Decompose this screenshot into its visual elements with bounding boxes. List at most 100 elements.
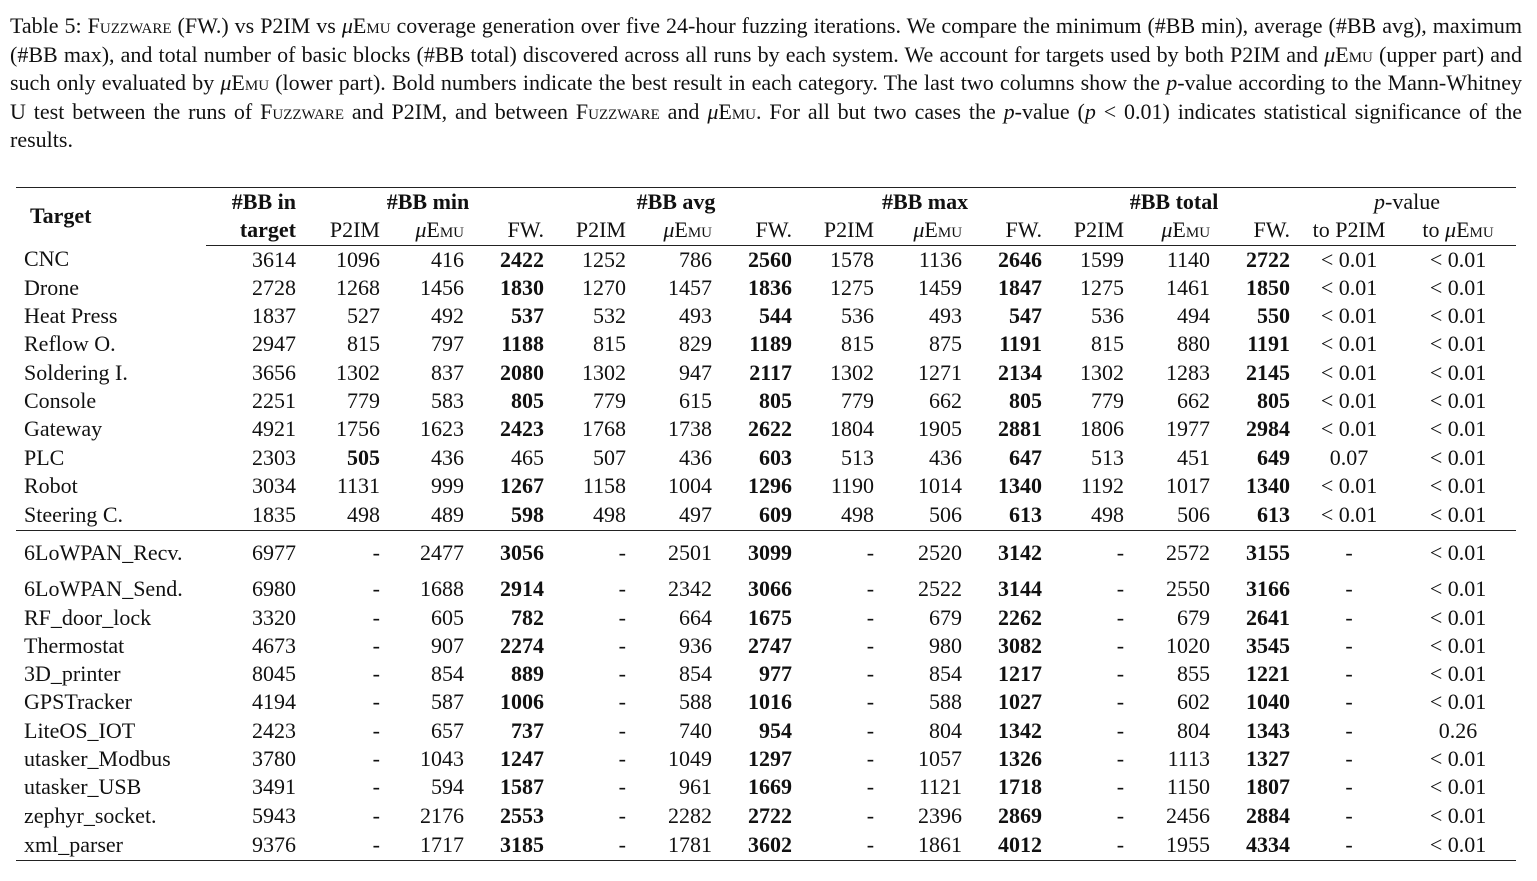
cell-value: - bbox=[866, 774, 875, 800]
cell-value: 805 bbox=[1257, 388, 1291, 414]
cell-value: - bbox=[1116, 774, 1125, 800]
cell-value: 2550 bbox=[1166, 576, 1211, 602]
cell-value: - bbox=[618, 746, 626, 772]
cell-value: 977 bbox=[759, 661, 793, 687]
cell-p-to-p2im: < 0.01 bbox=[1320, 472, 1378, 498]
header-p-value: p-value bbox=[1298, 187, 1517, 217]
cell-value: 2869 bbox=[998, 802, 1043, 828]
cell-value: 875 bbox=[929, 331, 963, 357]
cell-value: 1861 bbox=[882, 829, 971, 861]
cell-value: 1121 bbox=[918, 774, 963, 800]
table-row: LiteOS_IOT 2423 - 657 737 - 740 954 - 804 1342 - 804… bbox=[16, 717, 1516, 745]
cell-value: 4012 bbox=[970, 829, 1051, 861]
cell-value: 954 bbox=[759, 717, 793, 743]
cell-value: 779 bbox=[841, 388, 875, 414]
cell-value: 1781 bbox=[634, 829, 720, 861]
cell-p-to-emu: < 0.01 bbox=[1400, 829, 1517, 861]
cell-value: - bbox=[372, 661, 380, 687]
cell-value: - bbox=[1050, 829, 1133, 861]
cell-value: 506 bbox=[1132, 500, 1219, 532]
cell-p-to-emu: < 0.01 bbox=[1400, 500, 1517, 532]
cell-value: 3602 bbox=[720, 829, 801, 861]
cell-value: 507 bbox=[593, 444, 626, 470]
cell-value: 3545 bbox=[1246, 632, 1291, 658]
cell-value: 3166 bbox=[1246, 576, 1291, 602]
cell-p-to-p2im: - bbox=[1345, 689, 1353, 715]
emu-name: Emu bbox=[718, 98, 756, 124]
cell-value: 2722 bbox=[748, 802, 793, 828]
cell-p-to-emu: < 0.01 bbox=[1429, 774, 1487, 800]
cell-value: 1191 bbox=[1247, 331, 1291, 357]
mu-symbol: μ bbox=[1324, 41, 1336, 67]
cell-p-to-p2im: < 0.01 bbox=[1320, 416, 1378, 442]
cell-value: - bbox=[1116, 746, 1125, 772]
header-bb-min: #BB min bbox=[304, 187, 552, 217]
cell-value: 1049 bbox=[668, 746, 712, 772]
cell-value: 1057 bbox=[918, 746, 963, 772]
header-bb-max: #BB max bbox=[800, 187, 1051, 217]
cell-value: 1267 bbox=[500, 472, 544, 498]
cell-value: 613 bbox=[1218, 500, 1299, 532]
mu-symbol: μ bbox=[707, 98, 719, 124]
cell-value: 609 bbox=[720, 500, 801, 532]
cell-target: 3D_printer bbox=[24, 661, 121, 687]
fuzzware-name: Fuzzware bbox=[260, 98, 345, 124]
cell-p-to-emu: < 0.01 bbox=[1429, 303, 1487, 329]
cell-value: 737 bbox=[511, 717, 544, 743]
cell-p-to-p2im: < 0.01 bbox=[1320, 246, 1378, 272]
cell-target: PLC bbox=[24, 444, 65, 470]
cell-bb-in-target: 3614 bbox=[252, 246, 296, 272]
table-caption: Table 5: Fuzzware (FW.) vs P2IM vs μEmu … bbox=[10, 12, 1522, 155]
cell-bb-in-target: 4673 bbox=[252, 632, 296, 658]
cell-value: 465 bbox=[511, 444, 544, 470]
cell-value: - bbox=[618, 661, 626, 687]
cell-value: 436 bbox=[929, 444, 963, 470]
cell-value: 2641 bbox=[1246, 604, 1291, 630]
cell-value: 1669 bbox=[748, 774, 793, 800]
cell-p-to-emu: < 0.01 bbox=[1429, 246, 1487, 272]
cell-value: 505 bbox=[347, 444, 380, 470]
cell-value: 662 bbox=[929, 388, 963, 414]
cell-value: 2646 bbox=[998, 246, 1043, 272]
cell-value: 1252 bbox=[582, 246, 626, 272]
cell-value: 1342 bbox=[998, 717, 1043, 743]
cell-p-to-p2im: - bbox=[1345, 632, 1353, 658]
cell-value: 1271 bbox=[918, 359, 963, 385]
cell-value: 532 bbox=[593, 303, 626, 329]
cell-target: Drone bbox=[24, 274, 79, 300]
cell-value: 1217 bbox=[998, 661, 1043, 687]
cell-value: - bbox=[618, 540, 626, 566]
cell-value: 1017 bbox=[1166, 472, 1211, 498]
cell-p-to-p2im: - bbox=[1345, 604, 1353, 630]
cell-value: 583 bbox=[431, 388, 464, 414]
cell-value: 2984 bbox=[1246, 416, 1291, 442]
cell-target: Thermostat bbox=[24, 632, 125, 658]
cell-value: - bbox=[1116, 576, 1125, 602]
cell-bb-in-target: 9376 bbox=[206, 829, 304, 861]
table-row: Reflow O. 2947 815 797 1188 815 829 1189 815 875 1… bbox=[16, 330, 1516, 358]
emu-name: Emu bbox=[352, 13, 391, 38]
cell-value: 536 bbox=[841, 303, 875, 329]
cell-value: 615 bbox=[679, 388, 712, 414]
cell-value: 797 bbox=[431, 331, 464, 357]
cell-value: 3056 bbox=[500, 540, 544, 566]
cell-bb-in-target: 8045 bbox=[252, 661, 296, 687]
cell-value: 1977 bbox=[1166, 416, 1211, 442]
cell-target: utasker_USB bbox=[24, 774, 142, 800]
subheader-fw: FW. bbox=[472, 216, 552, 246]
cell-value: 2881 bbox=[998, 416, 1043, 442]
cell-value: 1270 bbox=[582, 274, 626, 300]
subheader-p2im: P2IM bbox=[800, 216, 883, 246]
cell-value: 1020 bbox=[1166, 632, 1211, 658]
cell-value: 804 bbox=[929, 717, 963, 743]
fuzzware-name: Fuzzware bbox=[87, 13, 172, 38]
cell-value: 2572 bbox=[1166, 540, 1211, 566]
cell-value: - bbox=[618, 576, 626, 602]
cell-value: 2423 bbox=[500, 416, 544, 442]
cell-value: 999 bbox=[431, 472, 464, 498]
table-row: Steering C. 1835 498 489 598 498 497 609 498 506 6… bbox=[16, 500, 1517, 532]
cell-value: - bbox=[618, 717, 626, 743]
cell-p-to-p2im: < 0.01 bbox=[1320, 303, 1378, 329]
subheader-fw: FW. bbox=[970, 216, 1051, 246]
caption-text: . For all but two cases the bbox=[755, 98, 1004, 124]
